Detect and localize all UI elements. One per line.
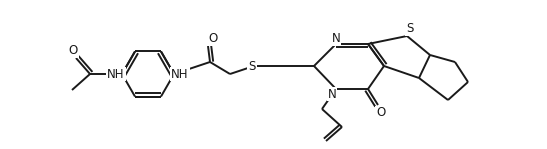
Text: N: N	[107, 69, 115, 79]
Text: NH: NH	[107, 67, 125, 80]
Text: N: N	[331, 32, 340, 45]
Text: NH: NH	[171, 67, 189, 80]
Text: O: O	[68, 45, 78, 58]
Text: O: O	[208, 32, 218, 45]
Text: N: N	[328, 87, 336, 100]
Text: O: O	[376, 107, 386, 119]
Text: S: S	[406, 22, 414, 35]
Text: S: S	[248, 59, 255, 73]
Text: H: H	[110, 67, 119, 80]
